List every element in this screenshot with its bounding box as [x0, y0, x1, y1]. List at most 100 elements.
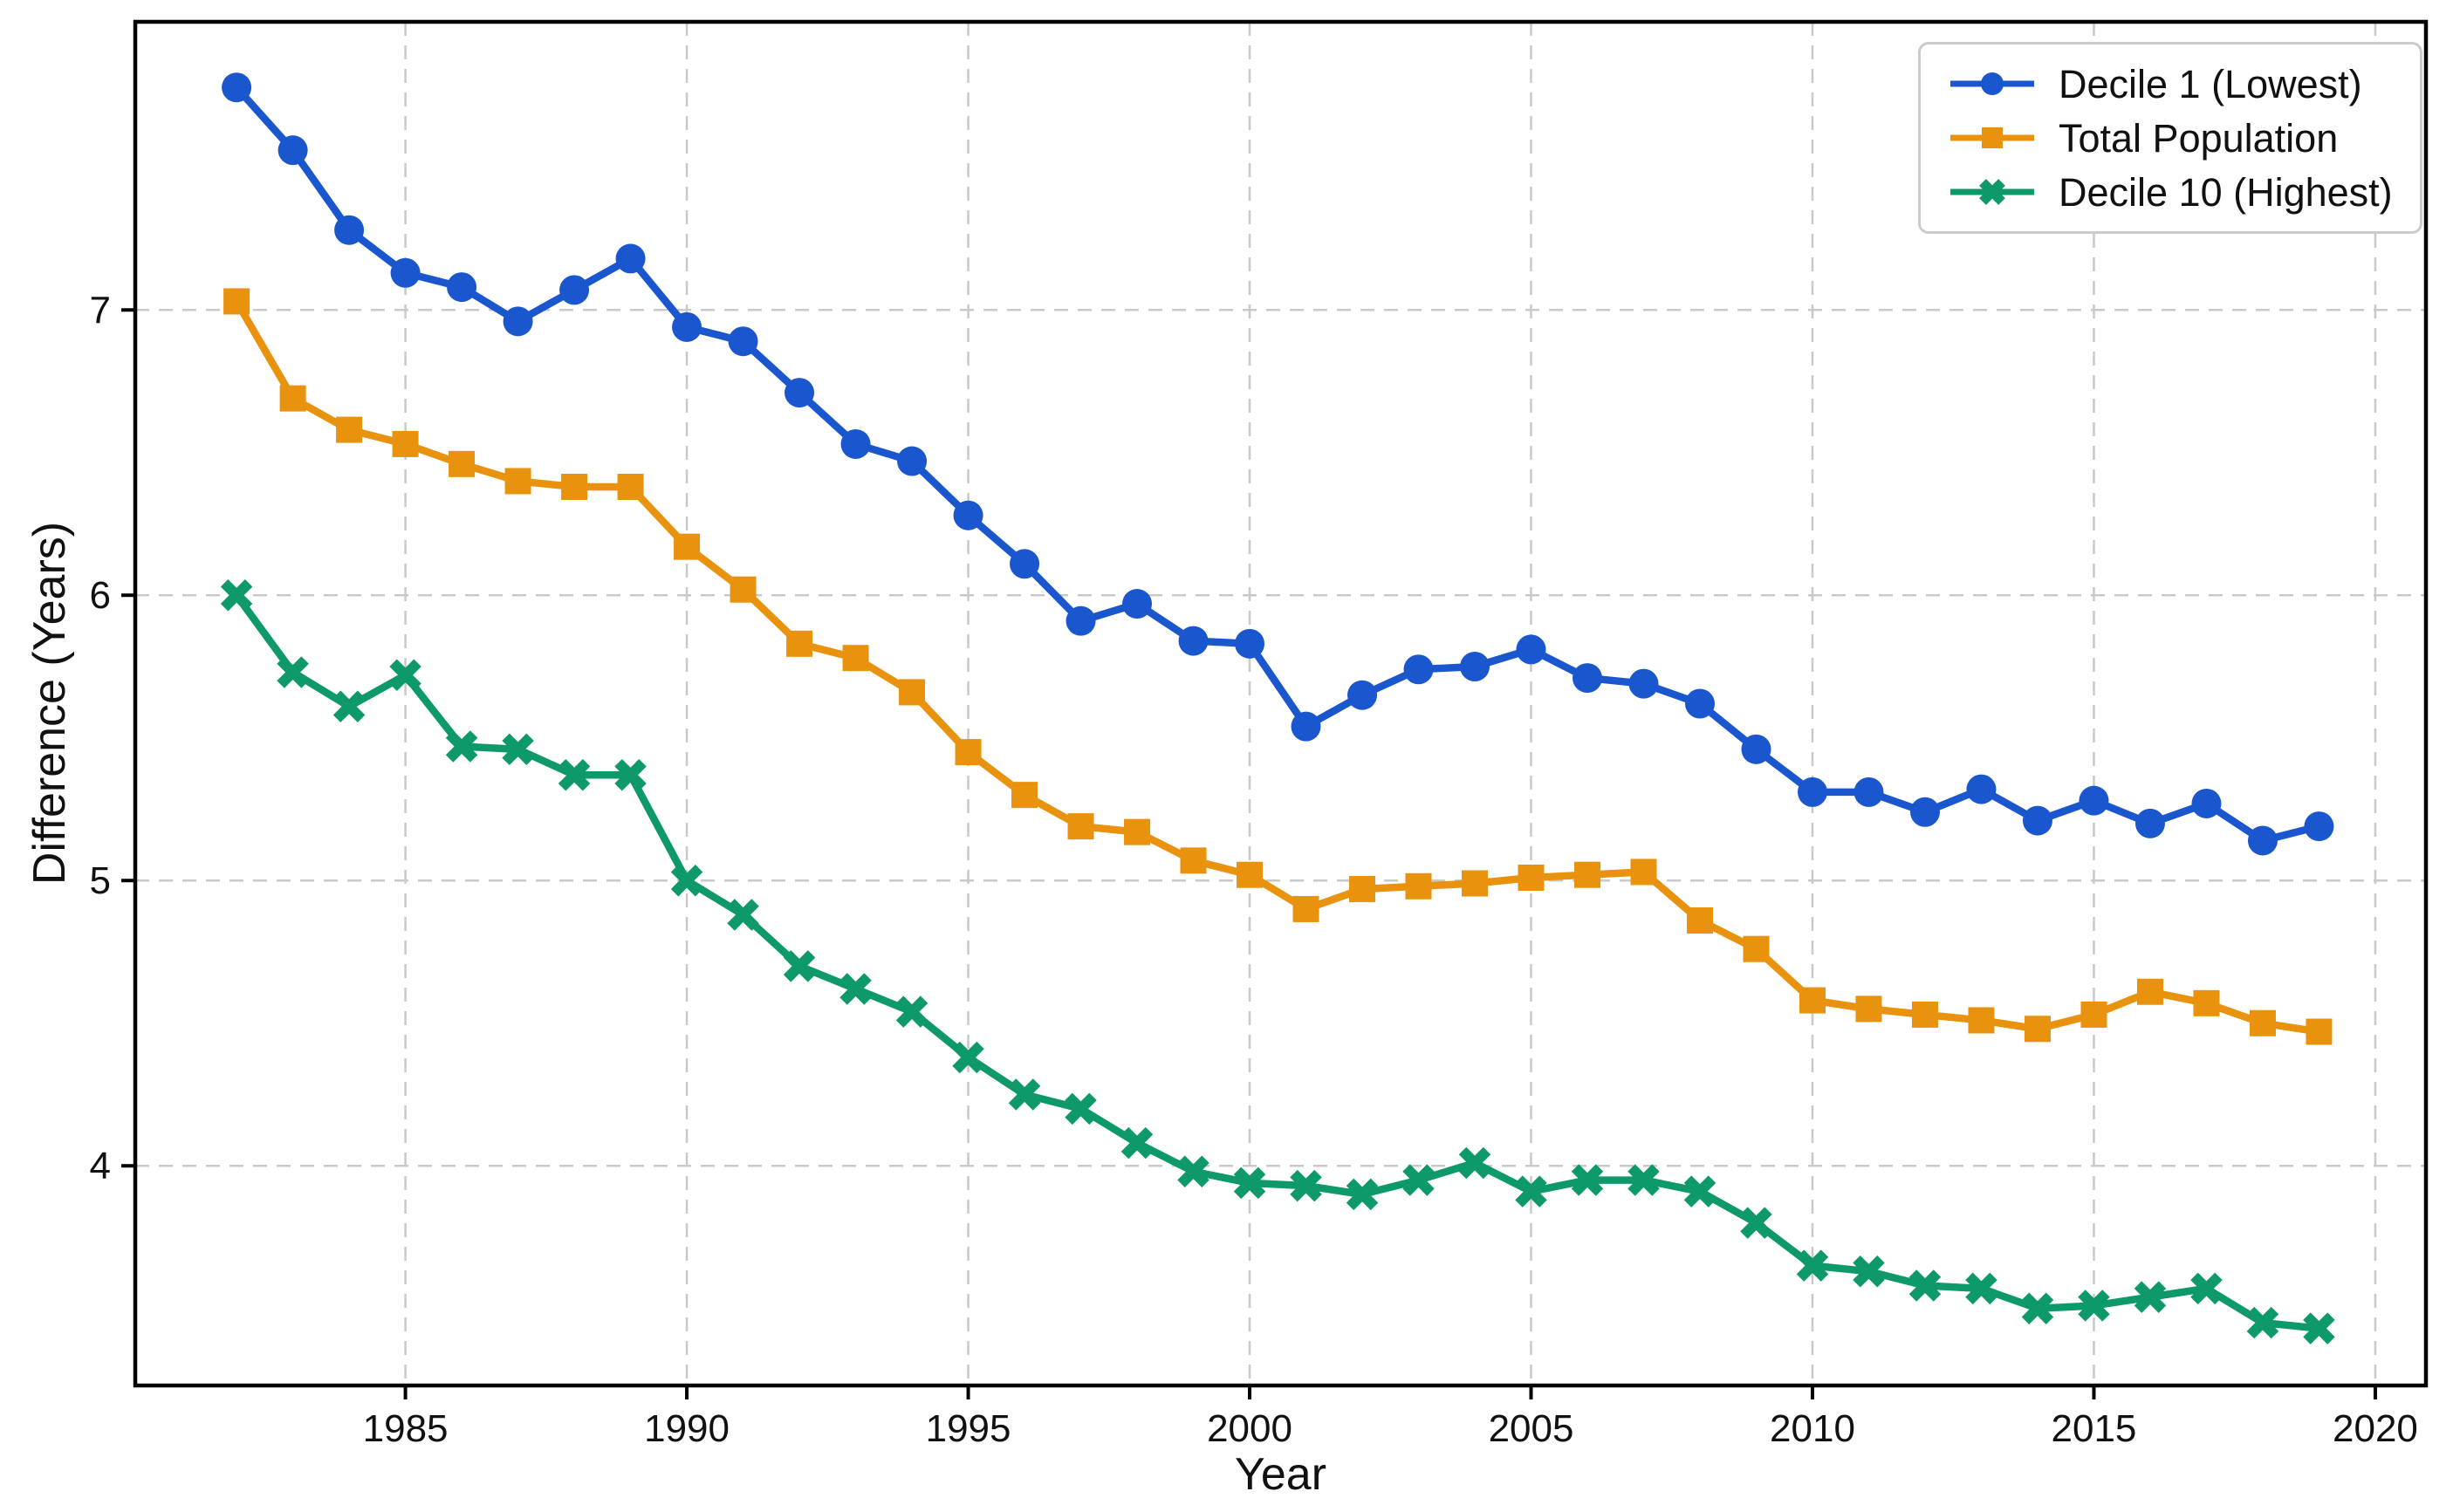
- data-point-circle: [615, 243, 646, 274]
- data-point-x: [220, 579, 253, 612]
- legend-item-decile1: Decile 1 (Lowest): [1929, 57, 2411, 111]
- x-tick-label: 2005: [1489, 1407, 1574, 1450]
- data-point-square: [279, 385, 306, 412]
- data-point-circle: [1909, 797, 1940, 827]
- data-point-x: [1290, 1169, 1322, 1202]
- data-point-square: [1799, 987, 1826, 1014]
- data-point-x: [2190, 1272, 2223, 1305]
- data-point-x: [839, 973, 872, 1005]
- data-point-circle: [1516, 634, 1546, 665]
- data-point-x: [614, 759, 647, 791]
- legend-marker-circle-icon: [1950, 72, 2034, 95]
- legend-label: Decile 1 (Lowest): [2059, 61, 2362, 106]
- data-point-circle: [2304, 811, 2334, 842]
- data-point-circle: [2079, 785, 2109, 816]
- data-point-x: [1515, 1175, 1547, 1208]
- x-tick-label: 2000: [1207, 1407, 1292, 1450]
- data-point-x: [1908, 1269, 1942, 1302]
- data-point-square: [674, 533, 701, 560]
- data-point-circle: [840, 428, 871, 459]
- data-point-circle: [953, 500, 983, 530]
- data-point-x: [783, 950, 816, 982]
- data-point-x: [558, 759, 591, 791]
- x-tick-label: 2010: [1770, 1407, 1855, 1450]
- data-point-square: [2193, 989, 2220, 1016]
- data-point-circle: [2022, 805, 2052, 836]
- data-point-circle: [447, 272, 477, 303]
- data-point-circle: [1573, 663, 1603, 694]
- data-point-square: [1630, 859, 1657, 886]
- data-point-square: [1349, 876, 1376, 903]
- y-axis-title: Difference (Years): [24, 521, 75, 886]
- x-tick-label: 2015: [2052, 1407, 2137, 1450]
- data-point-x: [1402, 1164, 1435, 1196]
- legend-item-total-population: Total Population: [1929, 111, 2411, 165]
- data-point-x: [2246, 1306, 2279, 1339]
- x-tick-label: 2020: [2333, 1407, 2418, 1450]
- data-point-x: [1740, 1207, 1772, 1239]
- data-point-x: [1965, 1272, 1997, 1305]
- legend-item-decile10: Decile 10 (Highest): [1929, 165, 2411, 219]
- data-point-x: [727, 899, 759, 931]
- data-point-x: [1008, 1078, 1041, 1111]
- data-point-circle: [390, 257, 421, 288]
- data-point-square: [1855, 995, 1882, 1023]
- y-tick-label: 4: [90, 1145, 111, 1187]
- data-point-x: [1065, 1092, 1097, 1125]
- data-point-circle: [1797, 777, 1827, 807]
- data-point-square: [1124, 818, 1151, 845]
- data-point-square: [2249, 1009, 2276, 1037]
- data-point-x: [1177, 1155, 1209, 1188]
- series-line-2: [232, 591, 2323, 1332]
- data-point-square: [1518, 864, 1545, 891]
- data-point-circle: [897, 446, 928, 476]
- data-point-x: [2134, 1281, 2167, 1313]
- data-point-square: [561, 473, 588, 500]
- data-point-circle: [559, 275, 590, 305]
- data-point-x: [1120, 1126, 1154, 1160]
- legend-marker-square-icon: [1950, 127, 2034, 148]
- data-point-square: [336, 416, 363, 443]
- data-point-square: [1180, 847, 1207, 874]
- data-point-square: [1911, 1001, 1938, 1028]
- data-point-x: [1346, 1178, 1379, 1211]
- y-tick-label: 7: [90, 289, 111, 332]
- data-point-square: [504, 468, 531, 495]
- data-point-x: [670, 864, 703, 897]
- data-point-x: [1627, 1164, 1660, 1196]
- data-point-square: [1686, 907, 1713, 934]
- data-point-square: [1462, 870, 1489, 897]
- data-point-circle: [1010, 549, 1040, 579]
- data-point-x: [895, 995, 928, 1028]
- data-point-x: [445, 730, 478, 763]
- data-point-circle: [1178, 626, 1209, 656]
- data-point-square: [223, 288, 250, 315]
- data-point-x: [2303, 1312, 2335, 1344]
- legend-label: Decile 10 (Highest): [2059, 169, 2393, 215]
- legend-marker-x-icon: [1950, 179, 2034, 205]
- data-point-circle: [785, 378, 815, 408]
- data-point-x: [1233, 1166, 1266, 1200]
- data-point-square: [2024, 1016, 2051, 1043]
- x-tick-label: 1990: [644, 1407, 730, 1450]
- data-point-square: [2136, 978, 2163, 1005]
- data-point-circle: [1966, 774, 1997, 804]
- x-tick-label: 1985: [363, 1407, 449, 1450]
- data-point-circle: [2134, 808, 2165, 838]
- legend: Decile 1 (Lowest) Total Population Decil…: [1918, 42, 2422, 234]
- data-point-x: [2021, 1292, 2054, 1324]
- data-point-x: [277, 656, 309, 688]
- data-point-x: [332, 690, 366, 723]
- data-point-square: [786, 630, 813, 657]
- data-point-x: [1458, 1146, 1491, 1180]
- data-point-square: [1237, 861, 1264, 888]
- data-point-square: [1292, 895, 1319, 922]
- data-point-x: [1571, 1164, 1604, 1196]
- data-point-circle: [1291, 711, 1321, 742]
- data-point-circle: [1853, 777, 1884, 807]
- data-point-circle: [728, 326, 758, 357]
- data-point-circle: [2191, 788, 2222, 818]
- data-point-x: [1853, 1255, 1885, 1288]
- data-point-square: [955, 739, 982, 766]
